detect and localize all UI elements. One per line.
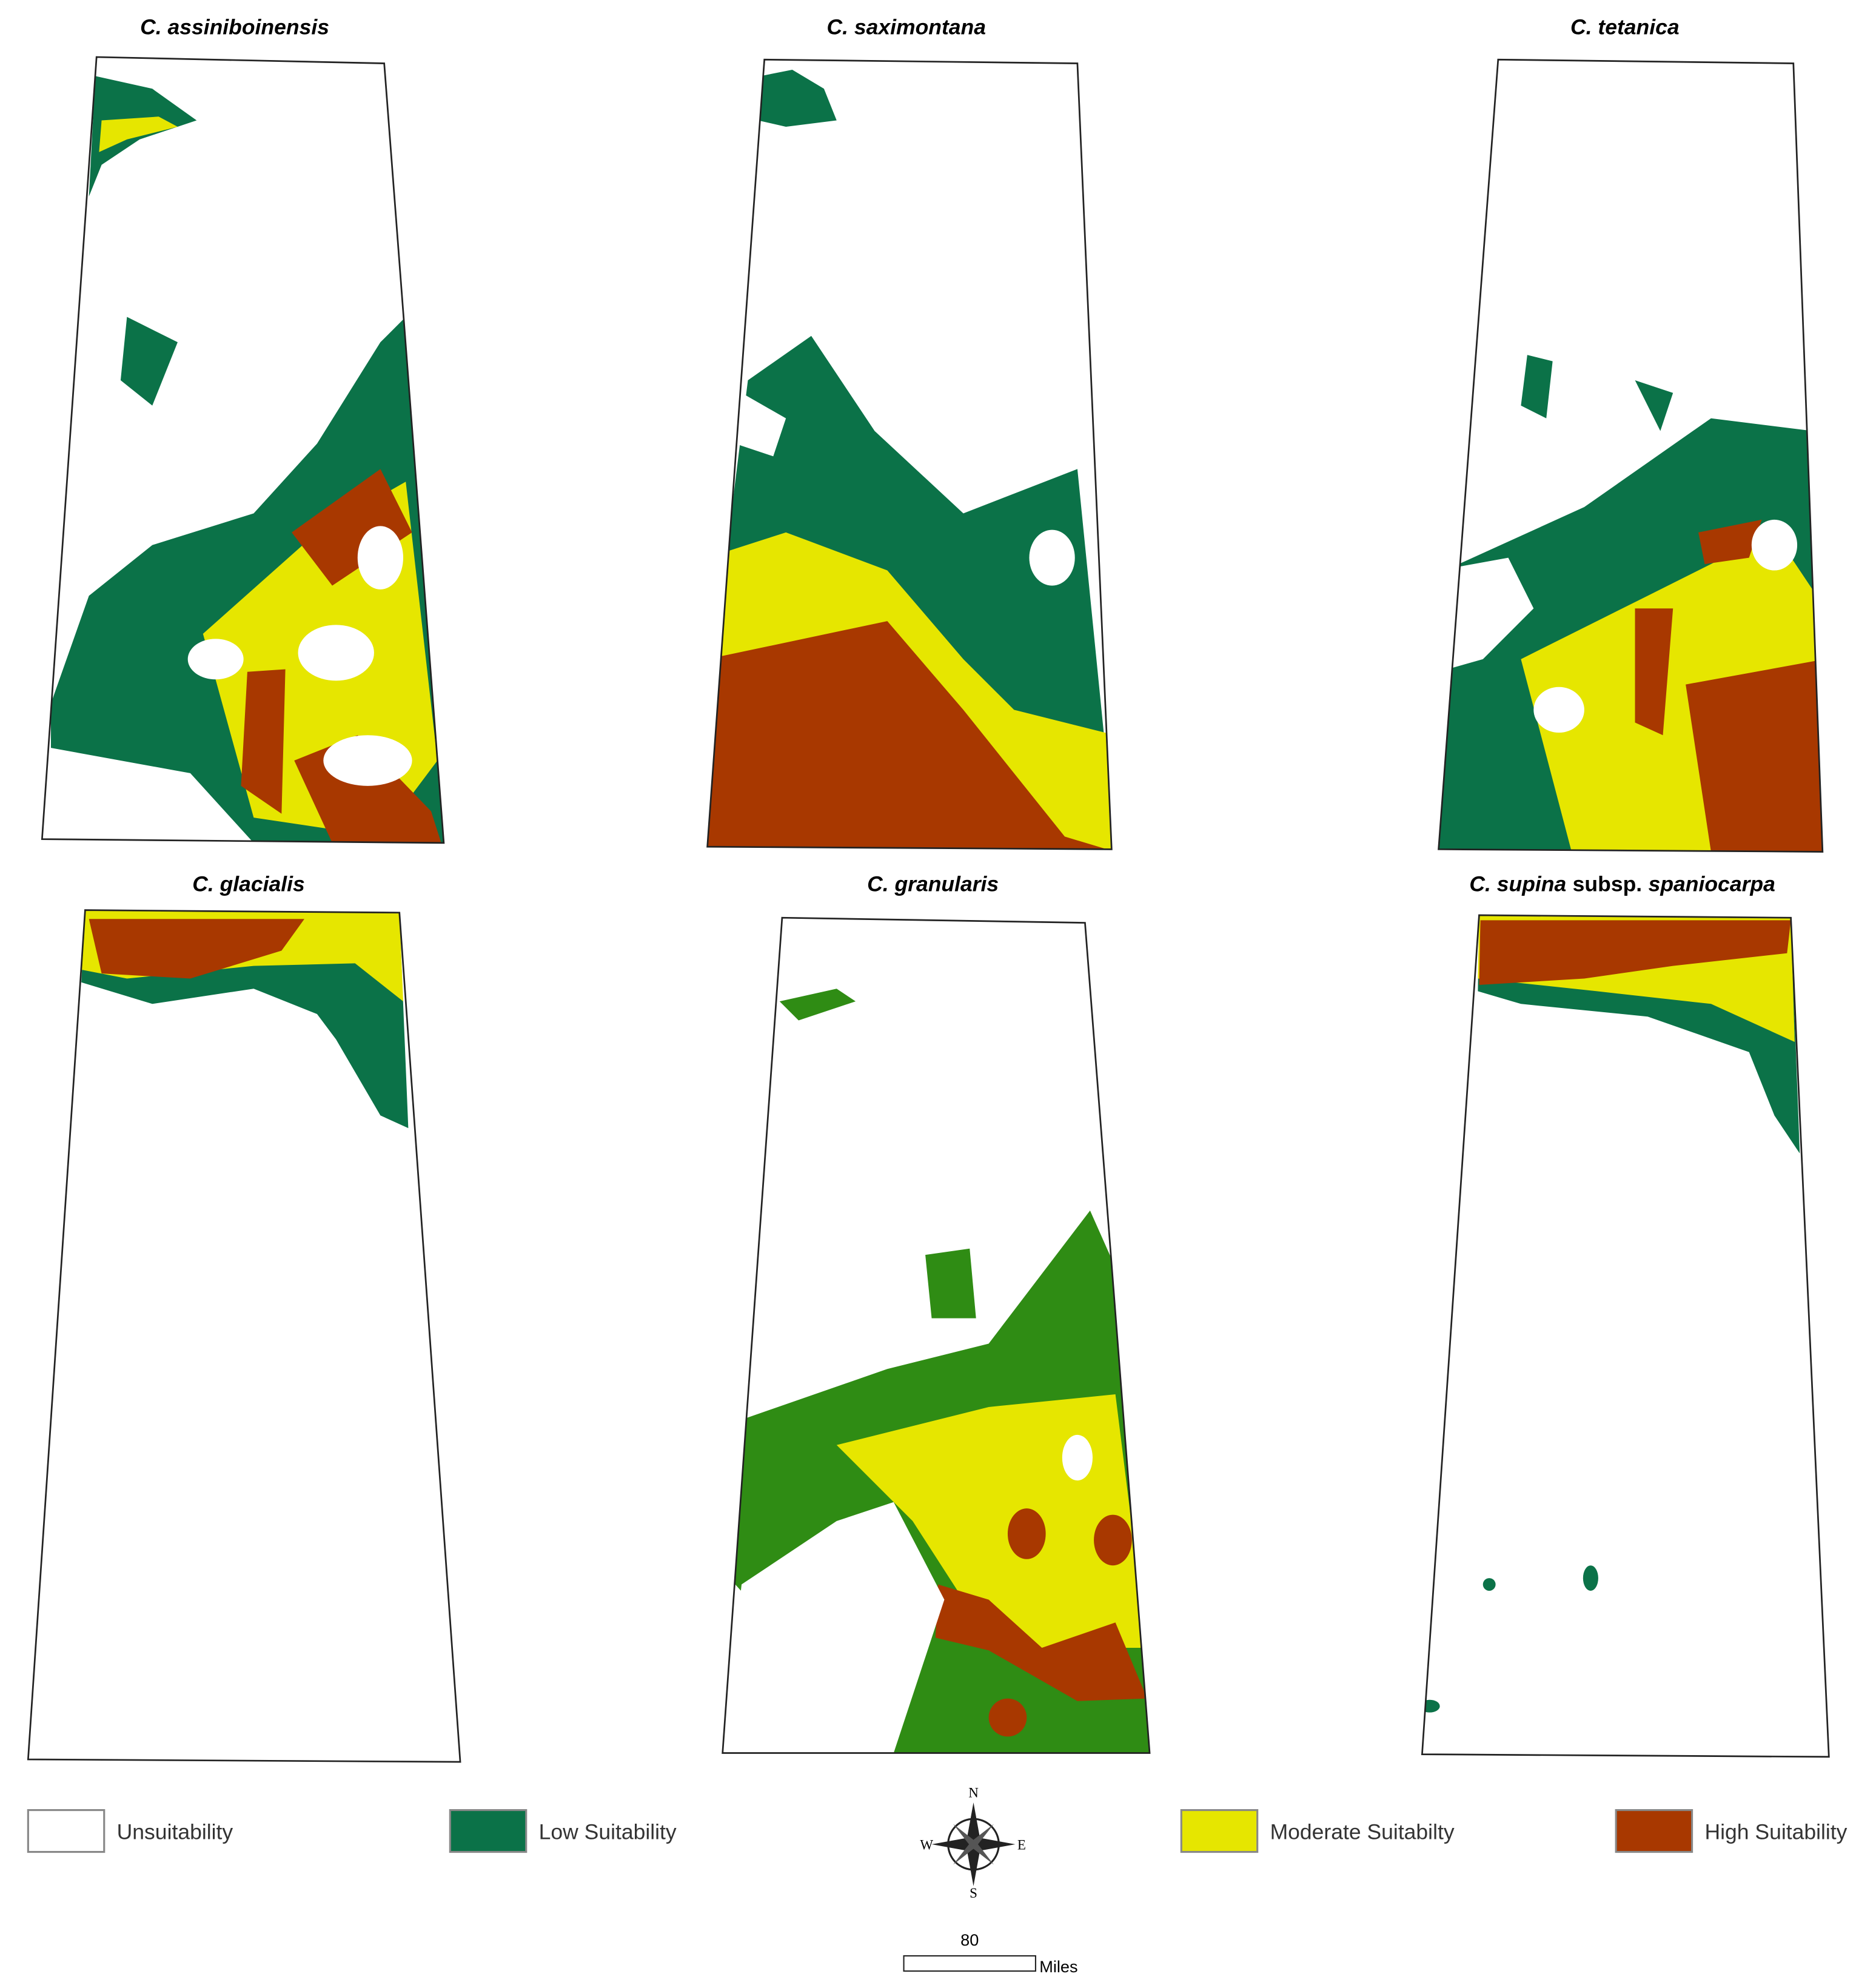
- map-glacialis: [81, 910, 409, 1129]
- panel-title: C. assiniboinensis: [140, 15, 329, 39]
- compass-e: E: [1017, 1837, 1026, 1852]
- legend-swatch: [1615, 1809, 1693, 1853]
- legend-label: Low Suitability: [539, 1820, 677, 1844]
- scale-label: 80: [960, 1930, 979, 1949]
- legend-swatch: [1180, 1809, 1259, 1853]
- title-part: C. tetanica: [1570, 15, 1680, 39]
- title-part: spaniocarpa: [1649, 872, 1775, 896]
- map-outline: [1438, 58, 1824, 853]
- map-outline: [706, 58, 1113, 850]
- map-supina: [1422, 915, 1800, 1713]
- legend-label: Moderate Suitabilty: [1270, 1820, 1455, 1844]
- compass-n: N: [968, 1785, 979, 1801]
- map-tetanica: [1438, 355, 1823, 852]
- map-granularis: [722, 989, 1150, 1753]
- map-assiniboinensis: [50, 76, 444, 843]
- map-outline: [41, 56, 445, 844]
- panel-title: C. glacialis: [192, 872, 305, 896]
- map-outline: [722, 916, 1151, 1754]
- scale-bar: [903, 1955, 1036, 1972]
- compass: N S E W: [920, 1785, 1026, 1901]
- map-saximontana: [707, 69, 1112, 850]
- panel-title: C. granularis: [867, 872, 999, 896]
- compass-w: W: [920, 1837, 933, 1852]
- legend-label: High Suitability: [1704, 1820, 1847, 1844]
- map-outline: [27, 909, 461, 1763]
- legend-label: Unsuitability: [117, 1820, 233, 1844]
- title-part: C. granularis: [867, 872, 999, 896]
- panel-title: C. tetanica: [1570, 15, 1680, 39]
- title-part: C. saximontana: [826, 15, 986, 39]
- scale-unit: Miles: [1039, 1957, 1077, 1976]
- map-outline: [1421, 914, 1830, 1758]
- title-part: C. assiniboinensis: [140, 15, 329, 39]
- legend-swatch: [449, 1809, 528, 1853]
- title-part: subsp.: [1573, 872, 1642, 896]
- legend-swatch: [27, 1809, 106, 1853]
- panel-title: C. saximontana: [826, 15, 986, 39]
- title-part: C. glacialis: [192, 872, 305, 896]
- panel-title: C. supina subsp. spaniocarpa: [1469, 872, 1775, 896]
- title-part: C. supina: [1469, 872, 1566, 896]
- compass-s: S: [970, 1886, 977, 1901]
